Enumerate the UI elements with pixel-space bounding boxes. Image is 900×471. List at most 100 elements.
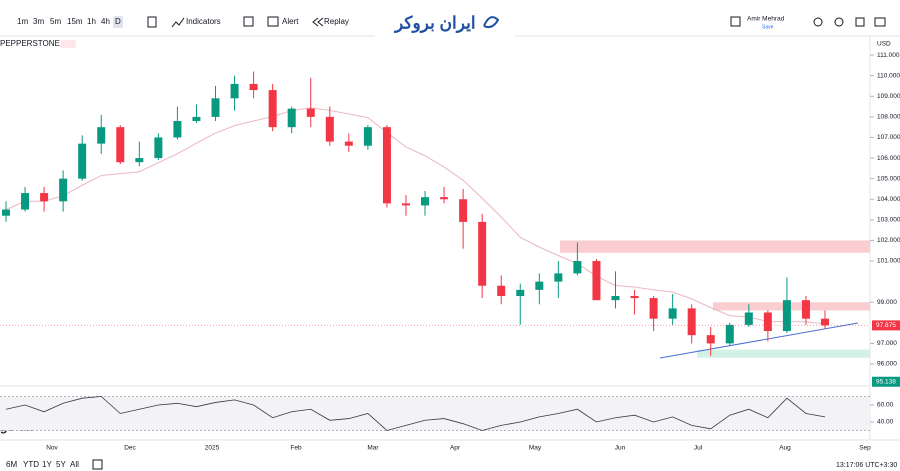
candle-body [554,273,563,282]
candle-body [782,300,791,332]
x-tick-label: Feb [290,445,302,452]
user-name[interactable]: Amir Mehrad [747,16,785,23]
range-button[interactable]: All [70,460,79,469]
candle-body [725,324,734,344]
y-tick-label: 104.000 [877,196,900,203]
candle-body [192,116,201,121]
x-tick-label: Sep [859,445,871,452]
snapshot-icon[interactable] [874,17,886,27]
range-button[interactable]: 5Y [56,460,66,469]
candle-body [611,296,620,301]
candle-body [801,300,810,319]
x-tick-label: Aug [779,445,791,452]
candle-body [230,83,239,99]
alert-icon [267,16,279,27]
interval-active-bg [113,16,123,28]
alert-button[interactable]: Alert [282,17,299,26]
y-tick-label: 107.000 [877,134,900,141]
search-icon[interactable] [813,17,823,27]
candle-body [97,127,106,144]
candle-body [630,296,639,299]
candle-body [440,197,449,200]
range-button[interactable]: YTD [23,460,39,469]
x-tick-label: 2025 [205,445,220,452]
candle-body [821,318,829,326]
chart-type-icon[interactable] [147,16,157,28]
last-price-label: 97.875 [876,322,896,329]
layout-icon[interactable] [243,16,254,27]
y-tick-label: 102.000 [877,237,900,244]
date-range-icon[interactable] [92,459,103,470]
candle-body [421,197,430,206]
y-tick-label: 99.000 [877,299,897,306]
y-tick-label: 109.000 [877,93,900,100]
zone [713,302,870,311]
interval[interactable]: D [115,17,121,26]
y-tick-label: 97.000 [877,340,897,347]
replay-icon [312,17,324,27]
candle-body [459,199,468,222]
x-tick-label: Apr [450,445,461,452]
rsi-line [5,396,826,431]
candle-body [706,335,715,344]
candle-body [744,312,753,325]
y-tick-label: 108.000 [877,114,900,121]
candle-body [344,141,353,146]
x-tick-label: Mar [367,445,379,452]
interval[interactable]: 4h [101,17,110,26]
candle-body [116,127,125,163]
y-tick-label: 103.000 [877,217,900,224]
interval[interactable]: 1h [87,17,96,26]
x-tick-label: Nov [46,445,58,452]
candle-body [40,193,49,202]
candle-body [363,127,372,146]
rsi-tick-label: 40.00 [877,419,894,426]
range-button[interactable]: 6M [6,460,17,469]
y-tick-label: 111.000 [877,52,900,59]
candle-body [78,143,87,179]
x-tick-label: May [529,445,542,452]
interval[interactable]: 1m [17,17,28,26]
candle-body [668,308,677,319]
zone [560,240,870,253]
logo: ایران بروکر [393,13,476,33]
symbol-source: PEPPERSTONE [0,39,60,48]
indicators-button[interactable]: Indicators [186,17,221,26]
range-button[interactable]: 1Y [42,460,52,469]
replay-button[interactable]: Replay [324,17,349,26]
y-tick-label: 96.000 [877,361,897,368]
zone [697,349,870,358]
y-tick-label: 105.000 [877,175,900,182]
y-tick-label: 106.000 [877,155,900,162]
settings-icon[interactable] [834,17,844,27]
indicators-icon [171,17,185,28]
interval[interactable]: 15m [67,17,83,26]
save-label[interactable]: Save [762,24,774,30]
rsi-tick-label: 60.00 [877,402,894,409]
candle-body [382,127,391,204]
x-tick-label: Dec [124,445,136,452]
candle-body [173,120,182,138]
candle-body [649,298,658,319]
moving-average [5,107,826,325]
candle-body [287,108,296,128]
rsi-band [0,396,870,431]
y-tick-label: 101.000 [877,258,900,265]
interval[interactable]: 5m [50,17,61,26]
candle-body [687,308,696,336]
clock: 13:17:06 UTC+3:30 [836,462,897,469]
candle-body [249,83,258,91]
avatar [730,16,741,27]
fullscreen-icon[interactable] [855,17,865,27]
logo-bg [375,0,515,40]
symbol-tag [60,40,76,48]
marker-badge [872,376,900,387]
interval[interactable]: 3m [33,17,44,26]
y-tick-label: 110.000 [877,72,900,79]
candle-body [401,203,410,206]
last-price-badge [872,320,900,331]
x-tick-label: Jun [615,445,626,452]
candle-body [21,193,30,210]
